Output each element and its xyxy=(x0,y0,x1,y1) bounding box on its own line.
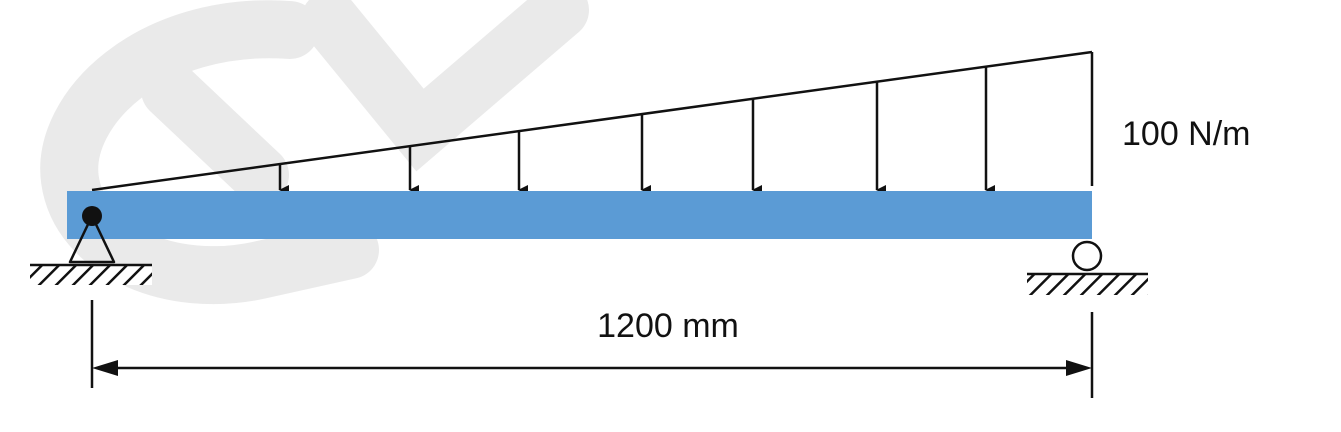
watermark xyxy=(40,0,589,305)
arrow-left-icon xyxy=(92,360,118,376)
roller-support-icon xyxy=(1027,240,1148,295)
span-length-label: 1200 mm xyxy=(597,307,739,345)
span-dimension xyxy=(90,300,1094,398)
load-arrows xyxy=(278,67,995,195)
ground-hatch-icon xyxy=(30,265,152,285)
beam xyxy=(67,191,1092,239)
load-top-line xyxy=(91,50,1093,192)
ground-hatch-icon xyxy=(1027,275,1148,295)
load-magnitude-label: 100 N/m xyxy=(1122,115,1251,153)
pin-support-icon xyxy=(30,206,152,285)
arrow-right-icon xyxy=(1066,360,1092,376)
